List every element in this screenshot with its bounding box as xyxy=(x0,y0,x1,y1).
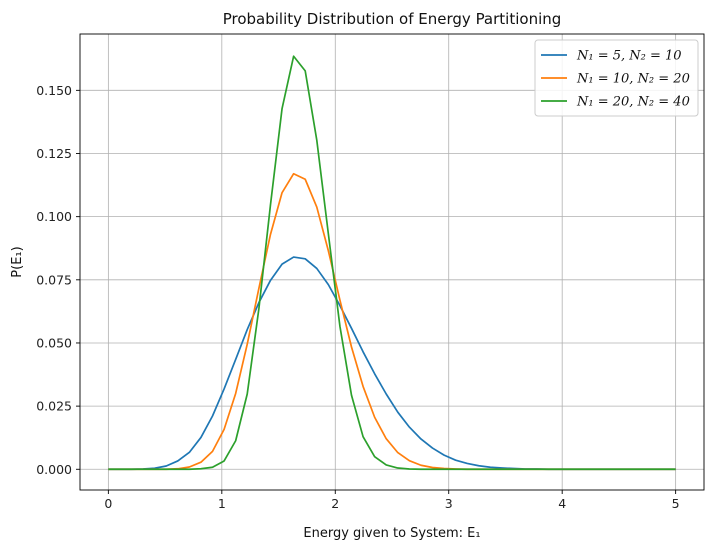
x-axis-ticks: 0 1 2 3 4 5 xyxy=(104,490,680,511)
y-tick-label: 0.100 xyxy=(36,209,72,224)
legend-label: N₁ = 20, N₂ = 40 xyxy=(576,95,690,110)
y-tick-label: 0.025 xyxy=(36,399,72,414)
x-tick-label: 1 xyxy=(218,496,226,511)
y-axis-label: P(E₁) xyxy=(10,246,25,277)
series-lines xyxy=(108,55,676,471)
y-tick-label: 0.150 xyxy=(36,83,72,98)
series-line-1 xyxy=(108,256,676,471)
y-tick-label: 0.125 xyxy=(36,146,72,161)
legend-label: N₁ = 5, N₂ = 10 xyxy=(576,49,682,64)
chart-title: Probability Distribution of Energy Parti… xyxy=(223,10,562,28)
x-tick-label: 4 xyxy=(558,496,566,511)
plot-area-frame xyxy=(79,33,705,491)
series-line-2 xyxy=(108,172,676,471)
x-tick-label: 2 xyxy=(331,496,339,511)
legend-label: N₁ = 10, N₂ = 20 xyxy=(576,72,690,87)
y-tick-label: 0.000 xyxy=(36,462,72,477)
x-tick-label: 0 xyxy=(104,496,112,511)
series-line-3 xyxy=(108,55,676,471)
legend: N₁ = 5, N₂ = 10 N₁ = 10, N₂ = 20 N₁ = 20, … xyxy=(534,39,699,117)
x-axis-label: Energy given to System: E₁ xyxy=(303,526,480,541)
y-axis-ticks: 0.000 0.025 0.050 0.075 0.100 0.125 0.150 xyxy=(36,83,80,477)
y-tick-label: 0.075 xyxy=(36,272,72,287)
x-tick-label: 3 xyxy=(445,496,453,511)
legend-box xyxy=(534,39,699,117)
x-tick-label: 5 xyxy=(672,496,680,511)
y-tick-label: 0.050 xyxy=(36,335,72,350)
